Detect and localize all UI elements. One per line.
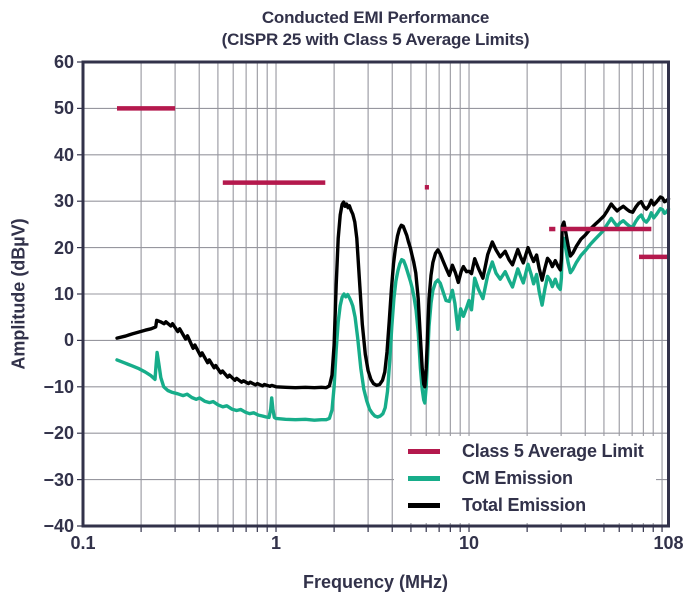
x-axis-label: Frequency (MHz) [302, 572, 448, 592]
y-tick-label: 30 [53, 191, 74, 212]
y-tick-label: −20 [43, 423, 74, 444]
legend-label-class5-average-limit: Class 5 Average Limit [462, 441, 644, 461]
legend-label-cm-emission: CM Emission [462, 468, 573, 488]
y-tick-label: −30 [43, 469, 74, 490]
total-emission-curve [115, 195, 671, 390]
x-tick-label: 108 [653, 533, 684, 553]
legend-item-cm-emission: CM Emission [408, 465, 644, 492]
y-tick-label: 0 [63, 330, 74, 351]
y-tick-label: −40 [43, 516, 74, 536]
chart-title: Conducted EMI Performance [261, 8, 490, 27]
y-tick-label: 20 [53, 237, 74, 258]
legend-item-class5-average-limit: Class 5 Average Limit [408, 438, 644, 465]
cm-emission-curve [115, 206, 671, 422]
chart-title-block: Conducted EMI Performance (CISPR 25 with… [83, 7, 668, 51]
legend: Class 5 Average Limit CM Emission Total … [394, 436, 656, 523]
plot-border [81, 60, 670, 528]
chart-subtitle: (CISPR 25 with Class 5 Average Limits) [221, 30, 530, 49]
y-tick-label: 40 [53, 144, 74, 165]
x-tick-label: 10 [459, 533, 480, 553]
y-axis-label: Amplitude (dBµV) [8, 218, 29, 370]
legend-label-total-emission: Total Emission [462, 495, 586, 515]
class5-average-limit-swatch [408, 449, 440, 454]
y-tick-label: 60 [53, 52, 74, 72]
x-tick-label: 0.1 [70, 533, 96, 553]
x-tick-label: 1 [271, 533, 282, 553]
y-tick-label: 50 [53, 98, 74, 119]
y-tick-label: 10 [53, 284, 74, 304]
y-tick-label: −10 [43, 376, 74, 397]
cm-emission-swatch [408, 476, 440, 481]
legend-item-total-emission: Total Emission [408, 492, 644, 519]
total-emission-swatch [408, 503, 440, 508]
